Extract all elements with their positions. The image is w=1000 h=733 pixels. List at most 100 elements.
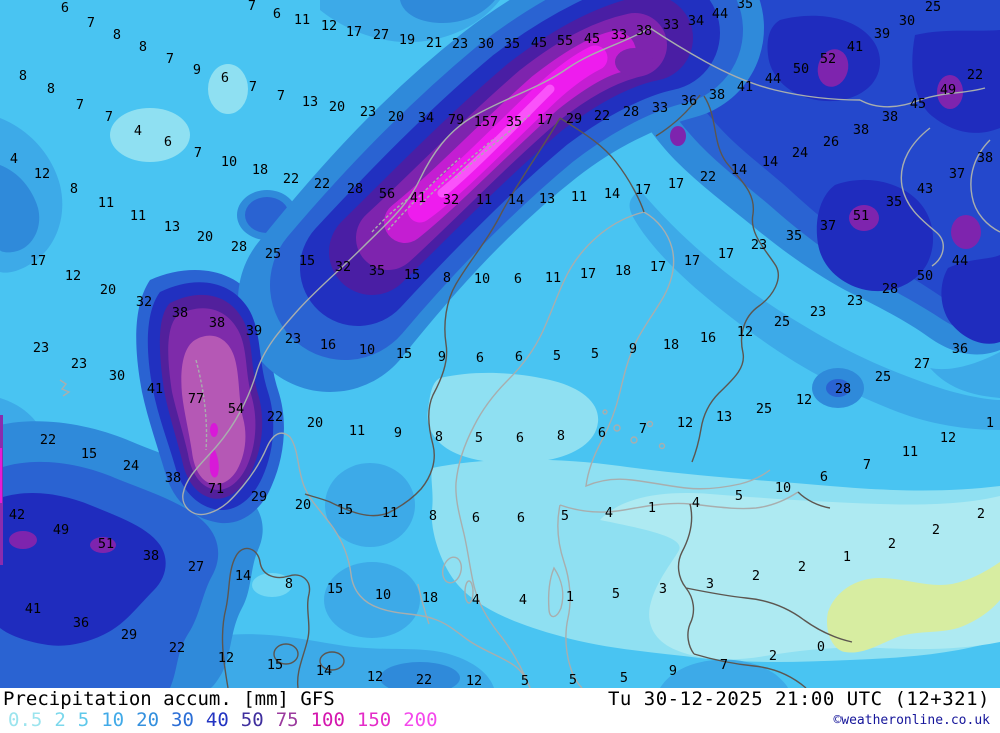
white-sea-coast bbox=[900, 127, 944, 267]
map-value: 23 bbox=[285, 331, 301, 347]
map-value: 23 bbox=[33, 340, 49, 356]
map-value: 23 bbox=[847, 293, 863, 309]
map-value: 7 bbox=[639, 421, 647, 437]
estonia-coast bbox=[559, 491, 799, 513]
map-value: 16 bbox=[700, 330, 716, 346]
map-value: 4 bbox=[605, 505, 613, 521]
map-value: 34 bbox=[418, 110, 434, 126]
map-value: 14 bbox=[508, 192, 524, 208]
map-value: 10 bbox=[359, 342, 375, 358]
legend-scale-value: 2 bbox=[54, 709, 66, 731]
map-value: 14 bbox=[731, 162, 747, 178]
timestamp: Tu 30-12-2025 21:00 UTC (12+321) bbox=[607, 688, 990, 710]
map-value: 23 bbox=[751, 237, 767, 253]
map-value: 17 bbox=[668, 176, 684, 192]
map-value: 38 bbox=[853, 122, 869, 138]
legend-scale-value: 200 bbox=[403, 709, 438, 731]
map-value: 24 bbox=[792, 145, 808, 161]
map-value: 51 bbox=[853, 208, 869, 224]
map-value: 17 bbox=[718, 246, 734, 262]
map-value: 6 bbox=[820, 469, 828, 485]
map-value: 11 bbox=[349, 423, 365, 439]
map-value: 37 bbox=[820, 218, 836, 234]
map-value: 17 bbox=[580, 266, 596, 282]
map-value: 41 bbox=[147, 381, 163, 397]
map-value: 5 bbox=[561, 508, 569, 524]
map-value: 7 bbox=[863, 457, 871, 473]
map-value: 18 bbox=[422, 590, 438, 606]
map-value: 15 bbox=[396, 346, 412, 362]
map-value: 9 bbox=[394, 425, 402, 441]
map-value: 7 bbox=[194, 145, 202, 161]
map-value: 8 bbox=[139, 39, 147, 55]
legend-scale: 0.5 2 5 10 20 30 40 50 75 100 150 200 bbox=[8, 709, 450, 731]
legend-scale-value: 20 bbox=[136, 709, 160, 731]
legend-scale-value: 150 bbox=[356, 709, 392, 731]
map-value: 15 bbox=[267, 657, 283, 673]
map-value: 35 bbox=[786, 228, 802, 244]
map-value: 12 bbox=[218, 650, 234, 666]
map-title: Precipitation accum. [mm] GFS bbox=[3, 688, 335, 710]
map-value: 23 bbox=[360, 104, 376, 120]
map-value: 20 bbox=[295, 497, 311, 513]
map-value: 7 bbox=[87, 15, 95, 31]
map-value: 4 bbox=[692, 495, 700, 511]
map-value: 22 bbox=[700, 169, 716, 185]
map-value: 7 bbox=[105, 109, 113, 125]
map-value: 6 bbox=[61, 0, 69, 16]
map-value: 6 bbox=[221, 70, 229, 86]
legend-scale-value: 100 bbox=[310, 709, 345, 731]
map-value: 6 bbox=[472, 510, 480, 526]
faroe-islands bbox=[59, 379, 71, 397]
map-value: 28 bbox=[623, 104, 639, 120]
map-value: 55 bbox=[557, 33, 573, 49]
map-value: 45 bbox=[531, 35, 547, 51]
map-value: 20 bbox=[307, 415, 323, 431]
map-value: 12 bbox=[737, 324, 753, 340]
map-value: 11 bbox=[902, 444, 918, 460]
map-value: 15 bbox=[327, 581, 343, 597]
map-value: 9 bbox=[193, 62, 201, 78]
map-value: 9 bbox=[629, 341, 637, 357]
map-value: 8 bbox=[435, 429, 443, 445]
map-value: 38 bbox=[172, 305, 188, 321]
norway-coast bbox=[182, 27, 651, 688]
map-value: 33 bbox=[611, 27, 627, 43]
map-value: 39 bbox=[874, 26, 890, 42]
map-value: 2 bbox=[769, 648, 777, 664]
map-value: 22 bbox=[40, 432, 56, 448]
map-value: 56 bbox=[379, 186, 395, 202]
map-value: 42 bbox=[9, 507, 25, 523]
map-value: 37 bbox=[949, 166, 965, 182]
map-value: 8 bbox=[19, 68, 27, 84]
map-value: 11 bbox=[476, 192, 492, 208]
map-value: 50 bbox=[917, 268, 933, 284]
map-value: 38 bbox=[165, 470, 181, 486]
map-value: 28 bbox=[835, 381, 851, 397]
map-value: 20 bbox=[329, 99, 345, 115]
map-value: 35 bbox=[737, 0, 753, 12]
map-value: 22 bbox=[416, 672, 432, 688]
oland-island bbox=[417, 583, 430, 625]
map-value: 10 bbox=[221, 154, 237, 170]
footer: Precipitation accum. [mm] GFS 0.5 2 5 10 20 3… bbox=[0, 688, 1000, 733]
map-value: 35 bbox=[504, 36, 520, 52]
band-east-purple-patch bbox=[615, 48, 653, 76]
map-value: 14 bbox=[316, 663, 332, 679]
map-value: 8 bbox=[429, 508, 437, 524]
gotland-island bbox=[547, 566, 564, 618]
map-value: 20 bbox=[388, 109, 404, 125]
map-value: 36 bbox=[952, 341, 968, 357]
light-precip-layer bbox=[110, 64, 1000, 662]
map-value: 18 bbox=[252, 162, 268, 178]
map-value: 34 bbox=[688, 13, 704, 29]
map-value: 15 bbox=[337, 502, 353, 518]
credit-link[interactable]: ©weatheronline.co.uk bbox=[833, 713, 990, 728]
map-value: 25 bbox=[756, 401, 772, 417]
map-value: 32 bbox=[335, 259, 351, 275]
map-value: 22 bbox=[314, 176, 330, 192]
map-value: 11 bbox=[382, 505, 398, 521]
